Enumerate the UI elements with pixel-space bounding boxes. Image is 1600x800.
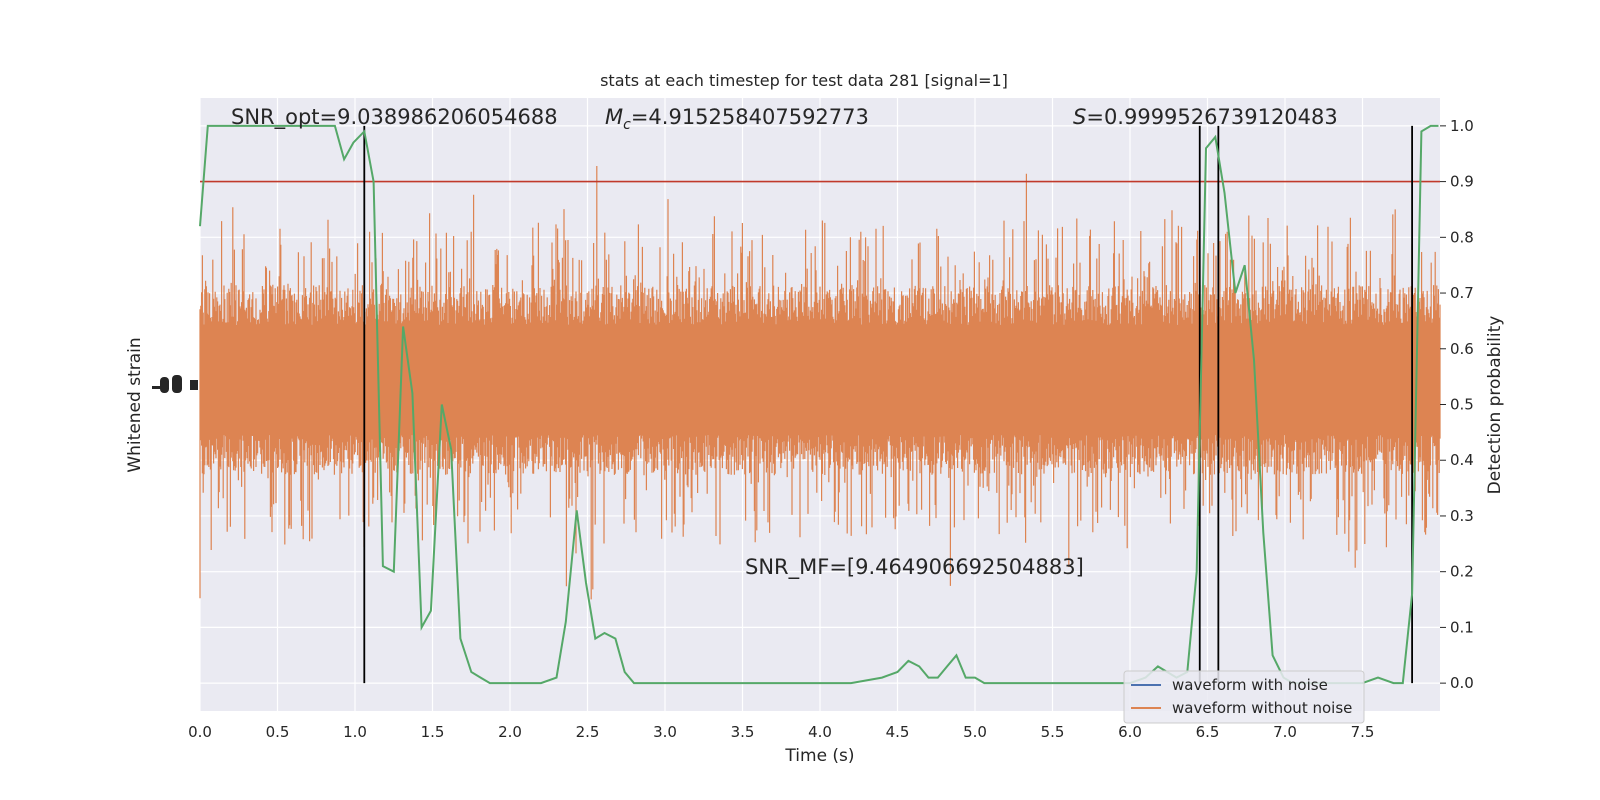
x-tick-label: 6.5: [1196, 723, 1220, 741]
y-tick-label: 0.7: [1450, 284, 1474, 302]
y-tick-label: 0.2: [1450, 563, 1474, 581]
x-tick-label: 6.0: [1118, 723, 1142, 741]
x-tick-label: 7.5: [1351, 723, 1375, 741]
x-tick-label: 4.5: [886, 723, 910, 741]
legend-box: [1123, 670, 1365, 724]
y-tick-label: 0.1: [1450, 618, 1474, 636]
snr-mf-annotation: SNR_MF=[9.464906692504883]: [745, 555, 1084, 580]
y-tick-label: 0.6: [1450, 340, 1474, 358]
mc-symbol: M: [605, 105, 623, 129]
s-annotation: S=0.9999526739120483: [1073, 105, 1338, 129]
legend: waveform with noise waveform without noi…: [1123, 670, 1365, 724]
x-tick-label: 2.5: [576, 723, 600, 741]
legend-label-with-noise: waveform with noise: [1172, 676, 1328, 694]
y-tick-labels-right: 0.0 0.1 0.2 0.3 0.4 0.5 0.6 0.7 0.8 0.9 1.0: [1440, 117, 1474, 692]
x-tick-label: 4.0: [808, 723, 832, 741]
x-axis-label: Time (s): [784, 746, 854, 766]
y-tick-label: 0.3: [1450, 507, 1474, 525]
legend-label-without-noise: waveform without noise: [1172, 699, 1352, 717]
y-tick-label: 0.9: [1450, 173, 1474, 191]
right-axis-label: Detection probability: [1485, 316, 1505, 495]
y-tick-label: 0.0: [1450, 674, 1474, 692]
snr-opt-annotation: SNR_opt=9.038986206054688: [231, 105, 558, 130]
x-tick-labels: 0.0 0.5 1.0 1.5 2.0 2.5 3.0 3.5 4.0 4.5 5.0 5.5 6.0 6…: [188, 723, 1374, 741]
s-value: =0.9999526739120483: [1086, 105, 1337, 129]
y-tick-label: 1.0: [1450, 117, 1474, 135]
x-tick-label: 1.0: [343, 723, 367, 741]
x-tick-label: 7.0: [1273, 723, 1297, 741]
x-tick-label: 3.0: [653, 723, 677, 741]
chart-title: stats at each timestep for test data 281…: [600, 71, 1008, 90]
y-tick-label: 0.8: [1450, 228, 1474, 246]
left-axis-label: Whitened strain: [125, 337, 145, 472]
x-tick-label: 3.5: [731, 723, 755, 741]
strain-core: [200, 328, 1440, 432]
s-symbol: S: [1073, 105, 1086, 129]
left-axis-ticks: [152, 375, 198, 393]
mc-value: =4.915258407592773: [631, 105, 869, 129]
x-tick-label: 2.0: [498, 723, 522, 741]
x-tick-label: 0.0: [188, 723, 212, 741]
y-tick-label: 0.5: [1450, 396, 1474, 414]
chirp-mass-annotation: Mc=4.915258407592773: [605, 105, 869, 133]
mc-subscript: c: [623, 117, 631, 133]
x-tick-label: 0.5: [266, 723, 290, 741]
x-tick-label: 5.5: [1041, 723, 1065, 741]
y-tick-label: 0.4: [1450, 451, 1474, 469]
detection-probability-line: [199, 124, 1439, 685]
x-tick-label: 5.0: [963, 723, 987, 741]
x-tick-label: 1.5: [421, 723, 445, 741]
